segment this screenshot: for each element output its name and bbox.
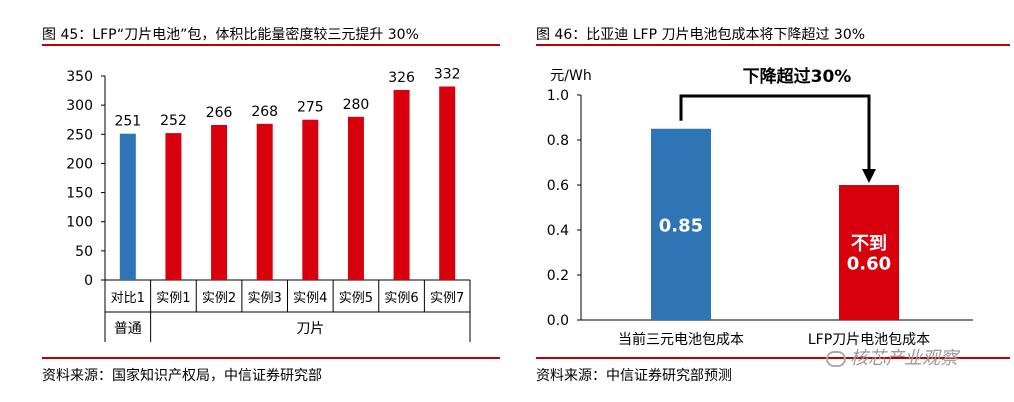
left-source-note: 资料来源：国家知识产权局，中信证券研究部 <box>42 368 322 384</box>
x-category-label: 当前三元电池包成本 <box>618 331 744 348</box>
annotation-label: 下降超过30% <box>743 66 852 87</box>
right-source-note: 资料来源：中信证券研究部预测 <box>536 368 732 384</box>
bar-实例4 <box>302 119 319 280</box>
y-tick-label: 350 <box>66 69 93 85</box>
data-label: 不到 <box>851 234 887 255</box>
data-label: 280 <box>343 97 370 113</box>
y-tick-label: 250 <box>66 127 93 143</box>
x-category-label: 实例4 <box>293 291 327 306</box>
y-tick-label: 300 <box>66 98 93 114</box>
y-tick-label: 0.4 <box>547 223 569 239</box>
x-category-label: 实例3 <box>248 291 282 306</box>
x-category-label: 对比1 <box>111 291 145 306</box>
x-category-label: 实例6 <box>384 291 418 306</box>
left-bar-chart: 0 50 100 150 200 250 300 350 251 对比1 252 实例1 266 实例2 2… <box>66 66 471 342</box>
wechat-icon <box>826 351 846 367</box>
y-tick-label: 0.0 <box>547 313 569 329</box>
left-figure-title: 图 45：LFP“刀片电池”包，体积比能量密度较三元提升 30% <box>42 27 419 43</box>
bar-实例7 <box>439 86 456 281</box>
data-label: 275 <box>297 100 324 116</box>
annotation-arrowhead <box>862 169 876 183</box>
y-tick-label: 0.2 <box>547 268 569 284</box>
y-tick-label: 0.8 <box>547 133 569 149</box>
data-label: 266 <box>206 105 233 121</box>
y-tick-label: 50 <box>75 244 93 260</box>
watermark: 核芯产业观察 <box>826 344 958 370</box>
bar-实例6 <box>393 89 410 280</box>
y-tick-label: 0 <box>84 273 93 289</box>
group-label: 刀片 <box>296 321 324 337</box>
data-label: 0.85 <box>659 215 703 236</box>
right-bar-chart: 元/Wh 0.0 0.2 0.4 0.6 0.8 1.0 0.85 当前三元电池包成本 不到0.6… <box>547 66 973 348</box>
data-label: 268 <box>251 104 278 120</box>
data-label: 252 <box>160 113 187 129</box>
x-category-label: 实例5 <box>339 291 373 306</box>
left-figure-panel: 图 45：LFP“刀片电池”包，体积比能量密度较三元提升 30% 0 50 100 1… <box>0 0 500 402</box>
right-top-rule <box>536 44 1010 46</box>
x-category-label: LFP刀片电池包成本 <box>808 332 930 348</box>
bar-实例2 <box>211 124 228 281</box>
bar-实例3 <box>256 123 273 281</box>
bar-LFP刀片电池包成本 <box>839 185 899 320</box>
x-category-label: 实例2 <box>202 291 236 306</box>
watermark-text: 核芯产业观察 <box>850 348 958 369</box>
y-tick-label: 100 <box>66 215 93 231</box>
bar-实例1 <box>165 133 182 280</box>
x-category-label: 实例7 <box>430 291 464 306</box>
data-label: 251 <box>114 114 141 130</box>
data-label: 332 <box>434 66 461 82</box>
y-tick-label: 200 <box>66 156 93 172</box>
left-bottom-rule <box>42 357 500 359</box>
y-tick-label: 1.0 <box>547 88 569 104</box>
bar-当前三元电池包成本 <box>651 128 711 320</box>
left-top-rule <box>42 44 500 46</box>
right-figure-panel: 图 46：比亚迪 LFP 刀片电池包成本将下降超过 30% 元/Wh 0.0 0.2… <box>523 0 1014 402</box>
y-tick-label: 0.6 <box>547 178 569 194</box>
y-tick-label: 150 <box>66 186 93 202</box>
annotation-connector <box>679 94 871 171</box>
y-axis-unit-label: 元/Wh <box>550 68 591 84</box>
right-figure-title: 图 46：比亚迪 LFP 刀片电池包成本将下降超过 30% <box>536 27 866 43</box>
group-label: 普通 <box>114 321 142 337</box>
right-bottom-rule <box>536 357 1010 359</box>
data-label: 326 <box>388 70 415 86</box>
bar-对比1 <box>119 133 136 280</box>
x-category-label: 实例1 <box>156 291 190 306</box>
data-label: 0.60 <box>847 254 891 275</box>
bar-实例5 <box>347 116 364 280</box>
